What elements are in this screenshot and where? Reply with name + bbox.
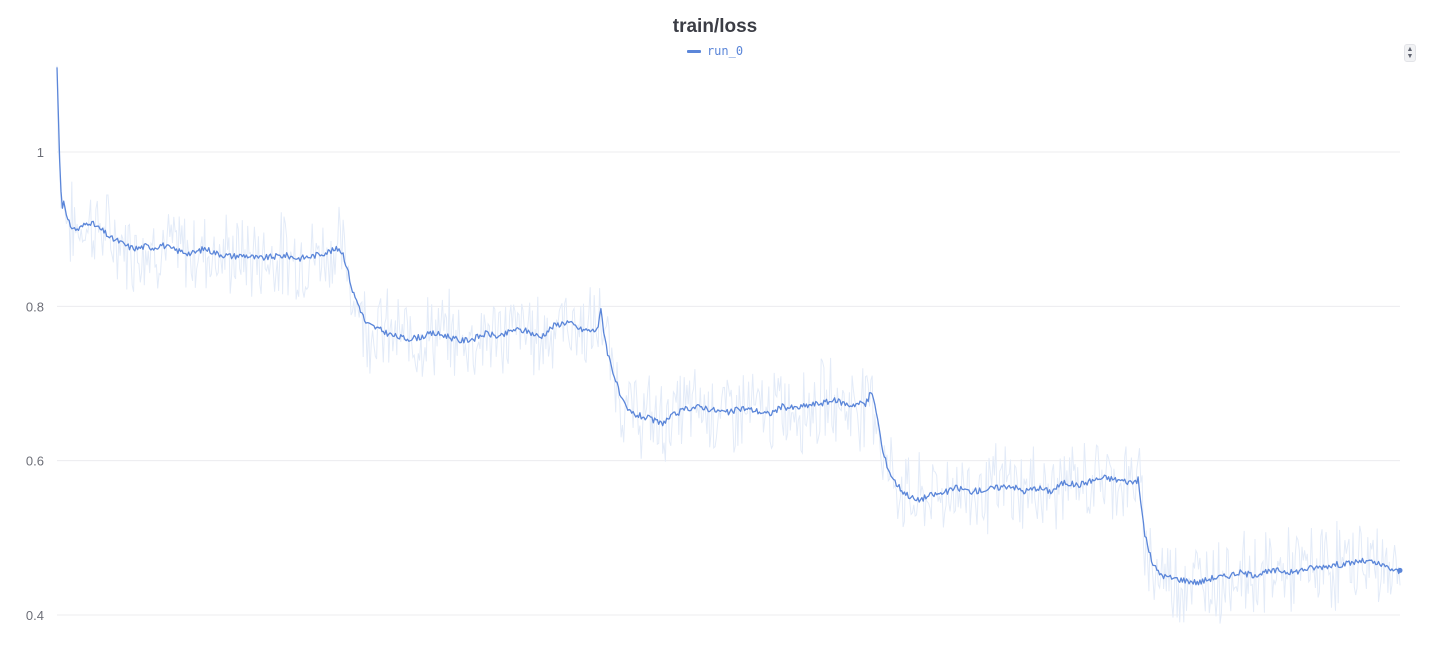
series-end-marker <box>1397 567 1403 573</box>
y-tick-label: 0.8 <box>26 299 44 314</box>
legend-label-run-0: run_0 <box>706 44 744 58</box>
legend: run_0 <box>0 44 1430 58</box>
chevron-down-icon[interactable]: ▼ <box>1406 53 1414 60</box>
legend-scroll-control[interactable]: ▲ ▼ <box>1404 44 1416 62</box>
y-tick-label: 0.6 <box>26 454 44 469</box>
chart-title: train/loss <box>672 16 758 37</box>
series-line-run-0[interactable] <box>56 67 1401 586</box>
series-raw-line <box>56 65 1401 624</box>
chevron-up-icon[interactable]: ▲ <box>1406 46 1414 53</box>
y-tick-label: 0.4 <box>26 608 44 623</box>
legend-swatch <box>686 49 701 53</box>
y-tick-label: 1 <box>37 145 44 160</box>
